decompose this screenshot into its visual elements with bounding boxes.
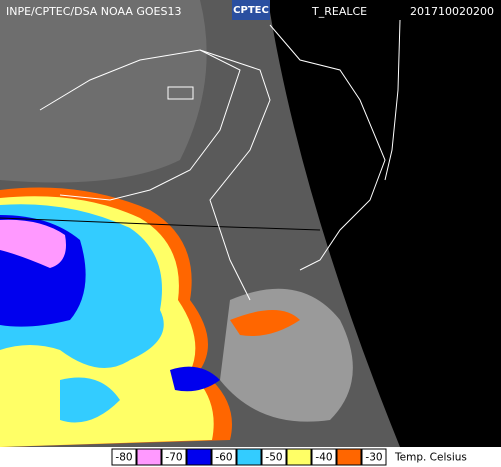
cloud-orange xyxy=(230,310,300,336)
legend-cell xyxy=(261,448,287,466)
logo-box xyxy=(232,0,270,20)
legend-cell xyxy=(211,448,237,466)
legend-swatch xyxy=(236,448,262,466)
legend-label: -60 xyxy=(215,452,232,464)
legend-label: -50 xyxy=(265,452,282,464)
timestamp: 201710020200 xyxy=(410,5,494,18)
legend-cell xyxy=(111,448,137,466)
legend-cell xyxy=(311,448,337,466)
border xyxy=(39,49,241,201)
legend-label: -40 xyxy=(315,452,332,464)
legend-swatch xyxy=(136,448,162,466)
border xyxy=(167,86,194,100)
legend-label: -70 xyxy=(165,452,182,464)
legend-label: -30 xyxy=(365,452,382,464)
legend-cell xyxy=(361,448,387,466)
border xyxy=(199,49,271,301)
logo: CPTEC xyxy=(233,5,269,16)
cloud-cyan xyxy=(60,377,120,423)
legend-cell xyxy=(161,448,187,466)
legend-swatch xyxy=(186,448,212,466)
latitude-line xyxy=(0,217,321,231)
legend: -80 -70 -60 -50 -40 -30 Temp. Celsius xyxy=(111,448,467,466)
coastline xyxy=(269,24,386,271)
cloud-light xyxy=(0,0,207,183)
legend-label: -80 xyxy=(115,452,132,464)
cloud-pink xyxy=(0,219,66,268)
legend-swatch xyxy=(286,448,312,466)
cloud-blue xyxy=(170,366,220,392)
source-label: INPE/CPTEC/DSA NOAA GOES13 xyxy=(6,5,181,18)
legend-unit: Temp. Celsius xyxy=(394,452,467,464)
product-label: T_REALCE xyxy=(311,5,367,18)
coastline xyxy=(384,19,401,181)
legend-swatch xyxy=(336,448,362,466)
